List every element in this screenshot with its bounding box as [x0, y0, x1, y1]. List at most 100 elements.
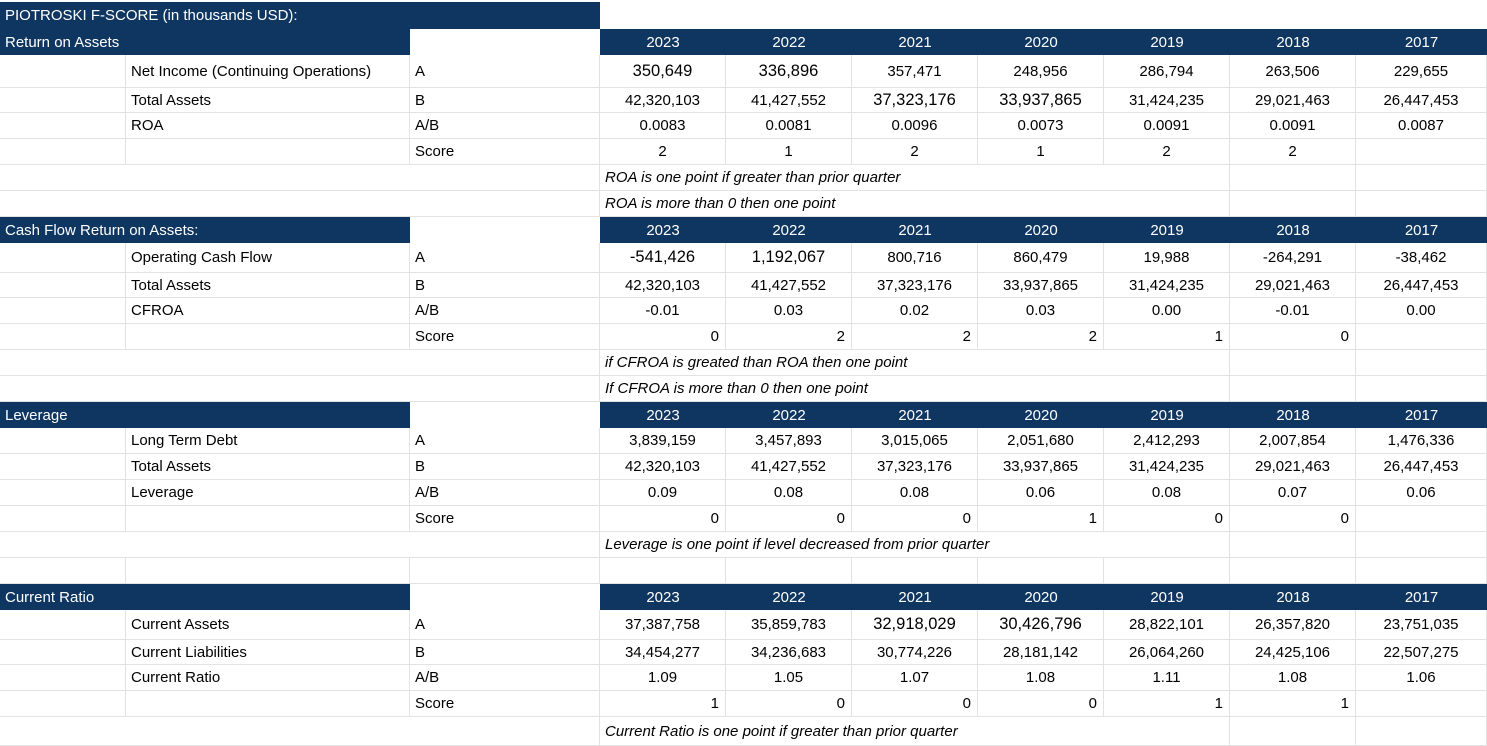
- empty-cell[interactable]: [1230, 532, 1356, 558]
- score-cell[interactable]: 2: [1230, 139, 1356, 165]
- value-cell[interactable]: 30,426,796: [978, 610, 1104, 640]
- row-label[interactable]: Total Assets: [126, 454, 410, 480]
- row-label[interactable]: Total Assets: [126, 88, 410, 113]
- empty-cell[interactable]: [1356, 350, 1487, 376]
- section-header-row[interactable]: Leverage 2023 2022 2021 2020 2019 2018 2…: [0, 402, 1487, 428]
- value-cell[interactable]: 31,424,235: [1104, 454, 1230, 480]
- row-label[interactable]: Operating Cash Flow: [126, 243, 410, 273]
- row-label[interactable]: Current Ratio: [126, 665, 410, 691]
- value-cell[interactable]: 26,447,453: [1356, 273, 1487, 298]
- value-cell[interactable]: 0.03: [726, 298, 852, 324]
- value-cell[interactable]: 41,427,552: [726, 88, 852, 113]
- score-cell[interactable]: 0: [726, 691, 852, 717]
- score-cell[interactable]: 1: [1104, 324, 1230, 350]
- score-label[interactable]: Score: [410, 506, 600, 532]
- value-cell[interactable]: 3,457,893: [726, 428, 852, 454]
- value-cell[interactable]: 26,447,453: [1356, 454, 1487, 480]
- empty-row[interactable]: [0, 558, 1487, 584]
- year-header[interactable]: 2023: [600, 584, 726, 610]
- section-header-row[interactable]: Cash Flow Return on Assets: 2023 2022 20…: [0, 217, 1487, 243]
- note-text[interactable]: ROA is one point if greater than prior q…: [600, 165, 1104, 191]
- empty-cell[interactable]: [0, 243, 126, 273]
- value-cell[interactable]: 1.05: [726, 665, 852, 691]
- empty-cell[interactable]: [0, 532, 600, 558]
- value-cell[interactable]: 29,021,463: [1230, 273, 1356, 298]
- table-row[interactable]: CFROA A/B -0.01 0.03 0.02 0.03 0.00 -0.0…: [0, 298, 1487, 324]
- value-cell[interactable]: 1.08: [1230, 665, 1356, 691]
- table-row[interactable]: ROA A/B 0.0083 0.0081 0.0096 0.0073 0.00…: [0, 113, 1487, 139]
- section-title[interactable]: Leverage: [0, 402, 410, 428]
- score-row[interactable]: Score 1 0 0 0 1 1: [0, 691, 1487, 717]
- note-text[interactable]: Leverage is one point if level decreased…: [600, 532, 1104, 558]
- value-cell[interactable]: 2,051,680: [978, 428, 1104, 454]
- note-row[interactable]: if CFROA is greated than ROA then one po…: [0, 350, 1487, 376]
- empty-cell[interactable]: [0, 113, 126, 139]
- value-cell[interactable]: 29,021,463: [1230, 454, 1356, 480]
- score-cell[interactable]: 1: [978, 139, 1104, 165]
- value-cell[interactable]: 248,956: [978, 55, 1104, 88]
- empty-cell[interactable]: [0, 640, 126, 665]
- row-code[interactable]: A: [410, 243, 600, 273]
- section-title[interactable]: Cash Flow Return on Assets:: [0, 217, 410, 243]
- value-cell[interactable]: 22,507,275: [1356, 640, 1487, 665]
- score-row[interactable]: Score 0 2 2 2 1 0: [0, 324, 1487, 350]
- score-label[interactable]: Score: [410, 139, 600, 165]
- empty-cell[interactable]: [0, 717, 600, 746]
- empty-cell[interactable]: [0, 191, 600, 217]
- year-header[interactable]: 2022: [726, 29, 852, 55]
- value-cell[interactable]: 1.06: [1356, 665, 1487, 691]
- value-cell[interactable]: 0.08: [1104, 480, 1230, 506]
- value-cell[interactable]: 42,320,103: [600, 88, 726, 113]
- score-cell[interactable]: 2: [600, 139, 726, 165]
- row-label[interactable]: Leverage: [126, 480, 410, 506]
- year-header[interactable]: 2023: [600, 217, 726, 243]
- empty-cell[interactable]: [1356, 191, 1487, 217]
- value-cell[interactable]: 800,716: [852, 243, 978, 273]
- empty-cell[interactable]: [0, 350, 600, 376]
- value-cell[interactable]: 37,323,176: [852, 88, 978, 113]
- note-text[interactable]: if CFROA is greated than ROA then one po…: [600, 350, 1104, 376]
- empty-cell[interactable]: [0, 139, 126, 165]
- row-label[interactable]: ROA: [126, 113, 410, 139]
- empty-cell[interactable]: [0, 480, 126, 506]
- value-cell[interactable]: 30,774,226: [852, 640, 978, 665]
- table-row[interactable]: Total Assets B 42,320,103 41,427,552 37,…: [0, 88, 1487, 113]
- empty-cell[interactable]: [126, 324, 410, 350]
- sheet-title[interactable]: PIOTROSKI F-SCORE (in thousands USD):: [0, 2, 600, 29]
- value-cell[interactable]: 0.0096: [852, 113, 978, 139]
- score-cell[interactable]: 1: [1104, 691, 1230, 717]
- empty-cell[interactable]: [0, 665, 126, 691]
- empty-cell[interactable]: [0, 558, 126, 584]
- value-cell[interactable]: 0.0091: [1104, 113, 1230, 139]
- value-cell[interactable]: 229,655: [1356, 55, 1487, 88]
- value-cell[interactable]: 33,937,865: [978, 273, 1104, 298]
- value-cell[interactable]: 860,479: [978, 243, 1104, 273]
- value-cell[interactable]: 37,323,176: [852, 454, 978, 480]
- value-cell[interactable]: 35,859,783: [726, 610, 852, 640]
- value-cell[interactable]: 1.09: [600, 665, 726, 691]
- empty-cell[interactable]: [1230, 165, 1356, 191]
- value-cell[interactable]: 263,506: [1230, 55, 1356, 88]
- empty-cell[interactable]: [0, 55, 126, 88]
- note-row[interactable]: If CFROA is more than 0 then one point: [0, 376, 1487, 402]
- empty-cell[interactable]: [0, 376, 600, 402]
- value-cell[interactable]: 2,412,293: [1104, 428, 1230, 454]
- score-cell[interactable]: 2: [978, 324, 1104, 350]
- score-cell[interactable]: 0: [600, 506, 726, 532]
- empty-cell[interactable]: [1104, 717, 1230, 746]
- year-header[interactable]: 2018: [1230, 584, 1356, 610]
- score-cell[interactable]: 0: [852, 506, 978, 532]
- empty-cell[interactable]: [1356, 558, 1487, 584]
- note-text[interactable]: Current Ratio is one point if greater th…: [600, 717, 1104, 746]
- empty-cell[interactable]: [0, 273, 126, 298]
- row-label[interactable]: Current Liabilities: [126, 640, 410, 665]
- empty-cell[interactable]: [726, 558, 852, 584]
- year-header[interactable]: 2019: [1104, 584, 1230, 610]
- empty-cell[interactable]: [0, 506, 126, 532]
- value-cell[interactable]: 3,015,065: [852, 428, 978, 454]
- value-cell[interactable]: 1,476,336: [1356, 428, 1487, 454]
- empty-cell[interactable]: [1104, 165, 1230, 191]
- score-cell[interactable]: 1: [978, 506, 1104, 532]
- value-cell[interactable]: -38,462: [1356, 243, 1487, 273]
- value-cell[interactable]: 28,181,142: [978, 640, 1104, 665]
